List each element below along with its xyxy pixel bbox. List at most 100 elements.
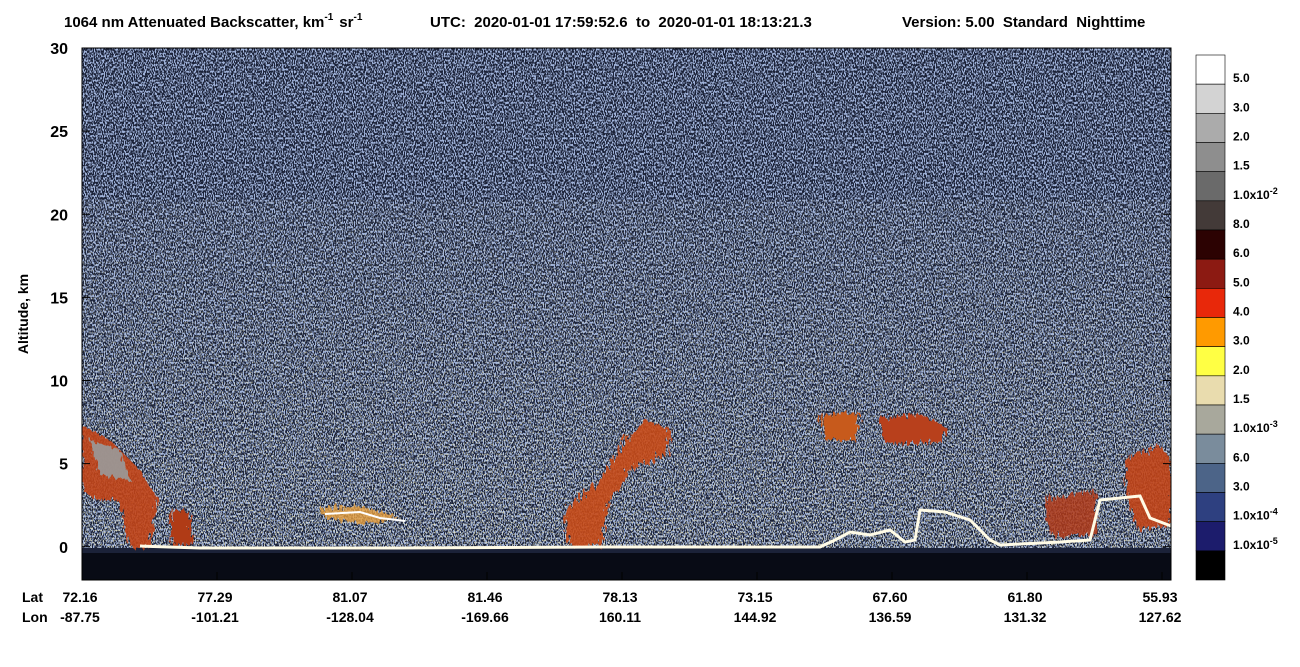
title-superscript: -1: [353, 12, 362, 23]
cloud-top: [324, 510, 406, 522]
cloud: [820, 412, 860, 440]
colorbar-label-text: 3.0: [1233, 334, 1250, 348]
colorbar-label: 3.0: [1233, 480, 1250, 494]
plot-frame: [81, 47, 1172, 581]
colorbar-label: 8.0: [1233, 217, 1250, 231]
title-text: 1064 nm Attenuated Backscatter, km: [64, 14, 324, 31]
colorbar-label-text: 1.0x10: [1233, 421, 1270, 435]
colorbar-label-text: 1.5: [1233, 159, 1250, 173]
subsurface: [82, 553, 1171, 580]
colorbar-label-text: 5.0: [1233, 275, 1250, 289]
lat-tick-label: 77.29: [197, 589, 232, 605]
colorbar-label-text: 6.0: [1233, 246, 1250, 260]
colorbar-swatch: [1195, 317, 1226, 347]
colorbar-swatch: [1195, 404, 1226, 435]
colorbar-label-text: 8.0: [1233, 217, 1250, 231]
y-tick-label: 15: [50, 290, 68, 307]
clouds: [82, 412, 1171, 548]
colorbar-label: 1.0x10-2: [1233, 186, 1278, 202]
colorbar-label: 2.0: [1233, 130, 1250, 144]
colorbar-swatch: [1195, 83, 1226, 114]
colorbar-label-text: 3.0: [1233, 480, 1250, 494]
y-tick-label: 20: [50, 207, 68, 224]
surface-return: [139, 494, 1171, 550]
lat-tick-label: 55.93: [1142, 589, 1177, 605]
colorbar-swatch: [1195, 550, 1226, 581]
colorbar-label-text: 4.0: [1233, 305, 1250, 319]
colorbar-label: 6.0: [1233, 246, 1250, 260]
y-tick-label: 10: [50, 374, 68, 391]
cloud: [878, 414, 948, 444]
colorbar-swatch: [1195, 492, 1226, 522]
lon-label: Lon: [22, 609, 48, 625]
y-axis-label: Altitude, km: [15, 274, 31, 354]
colorbar-swatch: [1195, 229, 1226, 260]
colorbar-label-text: 1.0x10: [1233, 509, 1270, 523]
lat-tick-label: 81.46: [467, 589, 502, 605]
lon-tick-label: -128.04: [326, 609, 374, 625]
colorbar-swatch: [1195, 433, 1226, 464]
lat-label: Lat: [22, 589, 43, 605]
colorbar-label-superscript: -5: [1270, 536, 1278, 546]
backscatter-image: [82, 48, 1171, 580]
lat-tick-label: 67.60: [872, 589, 907, 605]
colorbar-label: 1.5: [1233, 392, 1250, 406]
lat-tick-label: 72.16: [62, 589, 97, 605]
colorbar-swatch: [1195, 288, 1226, 318]
colorbar-swatch: [1195, 171, 1226, 202]
colorbar-label: 1.5: [1233, 159, 1250, 173]
lon-tick-label: 127.62: [1139, 609, 1182, 625]
colorbar-label: 2.0: [1233, 363, 1250, 377]
lon-tick-label: -101.21: [191, 609, 239, 625]
colorbar-label: 4.0: [1233, 305, 1250, 319]
colorbar-label-text: 1.5: [1233, 392, 1250, 406]
lon-tick-label: -87.75: [60, 609, 100, 625]
colorbar-swatch: [1195, 258, 1226, 289]
colorbar-label: 3.0: [1233, 100, 1250, 114]
version-label: Version: 5.00 Standard Nighttime: [902, 14, 1145, 31]
colorbar-swatch: [1195, 113, 1226, 143]
colorbar-swatch: [1195, 463, 1226, 493]
colorbar-label-text: 5.0: [1233, 71, 1250, 85]
cloud: [1045, 490, 1098, 535]
lat-tick-label: 81.07: [332, 589, 367, 605]
colorbar-label-superscript: -2: [1270, 186, 1278, 196]
colorbar-swatch: [1195, 142, 1226, 172]
lon-tick-label: 160.11: [599, 609, 641, 625]
chart-subtitle: UTC: 2020-01-01 17:59:52.6 to 2020-01-01…: [430, 14, 812, 31]
cloud: [170, 510, 192, 546]
colorbar-label-text: 6.0: [1233, 450, 1250, 464]
colorbar-swatch: [1195, 521, 1226, 552]
y-tick-label: 25: [50, 124, 68, 141]
chart-title: 1064 nm Attenuated Backscatter, km-1 sr-1: [64, 12, 363, 31]
colorbar-label: 1.0x10-4: [1233, 507, 1278, 523]
title-superscript: -1: [324, 12, 333, 23]
cloud: [90, 440, 130, 480]
cloud: [565, 420, 672, 546]
colorbar-label: 6.0: [1233, 450, 1250, 464]
colorbar-label-superscript: -3: [1270, 419, 1278, 429]
lat-tick-label: 61.80: [1007, 589, 1042, 605]
lon-tick-label: -169.66: [461, 609, 509, 625]
colorbar-label: 5.0: [1233, 275, 1250, 289]
colorbar-label-superscript: -4: [1270, 507, 1278, 517]
lon-tick-label: 131.32: [1004, 609, 1047, 625]
colorbar-swatch: [1195, 346, 1226, 377]
colorbar-label-text: 1.0x10: [1233, 188, 1270, 202]
colorbar-label-text: 2.0: [1233, 363, 1250, 377]
lat-tick-label: 73.15: [737, 589, 772, 605]
y-tick-label: 30: [50, 41, 68, 58]
colorbar-label: 3.0: [1233, 334, 1250, 348]
colorbar-swatch: [1195, 375, 1226, 406]
colorbar-label-text: 2.0: [1233, 130, 1250, 144]
colorbar-label-text: 3.0: [1233, 100, 1250, 114]
colorbar-label-text: 1.0x10: [1233, 538, 1270, 552]
title-text: sr: [339, 14, 353, 31]
cloud: [320, 506, 400, 524]
lon-tick-label: 136.59: [869, 609, 912, 625]
lon-tick-label: 144.92: [734, 609, 777, 625]
image-noise-low: [82, 200, 1171, 550]
colorbar-swatch: [1195, 54, 1226, 85]
